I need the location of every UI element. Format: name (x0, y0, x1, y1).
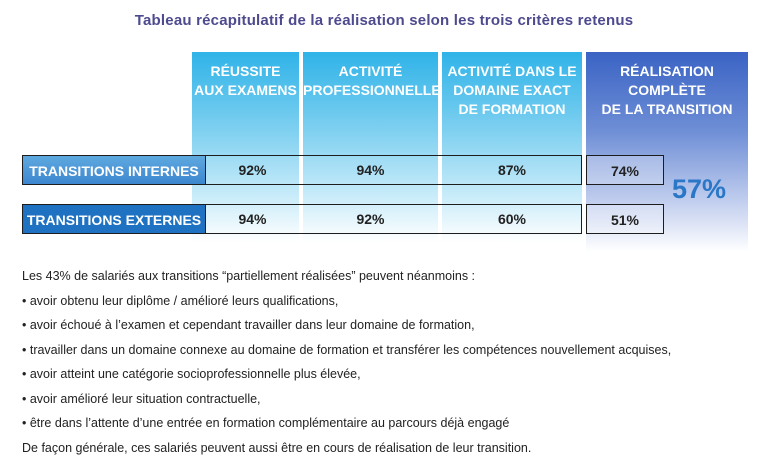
column-header-domain: ACTIVITÉ DANS LE DOMAINE EXACT DE FORMAT… (442, 62, 582, 119)
notes-outro: De façon générale, ces salariés peuvent … (22, 440, 532, 455)
row-label-internal: TRANSITIONS INTERNES (22, 155, 206, 185)
cell-internal-activity: 94% (356, 162, 385, 178)
column-band-1 (192, 52, 299, 242)
column-band-2 (303, 52, 438, 242)
notes-section: Les 43% de salariés aux transitions “par… (22, 264, 752, 460)
cell-internal-exams: 92% (238, 162, 267, 178)
list-item: • être dans l’attente d’une entrée en fo… (22, 416, 510, 430)
cell-external-complete: 51% (586, 204, 664, 234)
list-item: • avoir obtenu leur diplôme / amélioré l… (22, 293, 339, 308)
page-title: Tableau récapitulatif de la réalisation … (134, 12, 634, 29)
total-percentage: 57% (672, 174, 727, 204)
list-item: • avoir atteint une catégorie socioprofe… (22, 367, 361, 381)
column-header-text: RÉALISATION COMPLÈTE DE LA TRANSITION (601, 63, 733, 117)
column-header-exams: RÉUSSITE AUX EXAMENS (192, 62, 299, 100)
column-band-3 (442, 52, 582, 242)
column-header-text: ACTIVITÉ PROFESSIONNELLE (303, 63, 441, 98)
column-band-4 (586, 52, 748, 252)
list-item: • avoir amélioré leur situation contract… (22, 391, 261, 406)
cell-external-activity: 92% (356, 211, 385, 227)
list-item: • travailler dans un domaine connexe au … (22, 342, 672, 357)
list-item: • avoir échoué à l’examen et cependant t… (22, 318, 475, 332)
column-header-text: ACTIVITÉ DANS LE DOMAINE EXACT DE FORMAT… (447, 63, 577, 117)
row-label-external: TRANSITIONS EXTERNES (22, 204, 206, 234)
cell-internal-domain: 87% (497, 162, 527, 178)
column-header-text: RÉUSSITE AUX EXAMENS (194, 63, 297, 98)
notes-intro: Les 43% de salariés aux transitions “par… (22, 269, 476, 283)
cell-internal-complete: 74% (586, 155, 664, 185)
cell-external-exams: 94% (238, 211, 267, 227)
cell-external-domain: 60% (497, 211, 527, 227)
column-header-complete: RÉALISATION COMPLÈTE DE LA TRANSITION (586, 62, 748, 119)
column-header-activity: ACTIVITÉ PROFESSIONNELLE (303, 62, 441, 100)
